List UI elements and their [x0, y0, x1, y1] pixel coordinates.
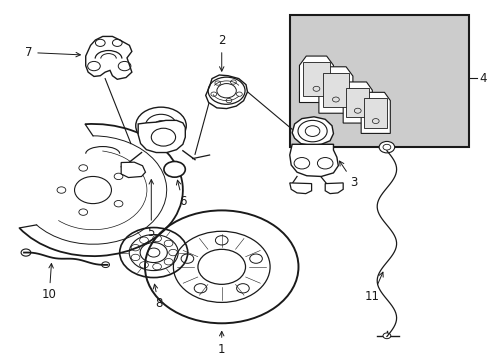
Polygon shape — [299, 56, 333, 103]
Polygon shape — [318, 67, 352, 113]
Circle shape — [378, 141, 394, 153]
Circle shape — [136, 107, 186, 144]
Polygon shape — [325, 183, 343, 194]
Circle shape — [163, 161, 185, 177]
Polygon shape — [289, 183, 311, 194]
Polygon shape — [121, 162, 145, 177]
Polygon shape — [361, 92, 389, 134]
Polygon shape — [364, 98, 386, 127]
Polygon shape — [289, 144, 338, 176]
Text: 5: 5 — [147, 180, 155, 239]
Text: 4: 4 — [478, 72, 486, 85]
Polygon shape — [138, 120, 185, 153]
Polygon shape — [291, 117, 333, 145]
Polygon shape — [303, 62, 329, 96]
Polygon shape — [346, 88, 368, 117]
Text: 9: 9 — [0, 359, 1, 360]
Polygon shape — [85, 36, 132, 79]
Text: 2: 2 — [218, 34, 225, 71]
Text: 7: 7 — [25, 46, 80, 59]
Polygon shape — [343, 82, 371, 123]
Text: 1: 1 — [218, 332, 225, 356]
Circle shape — [21, 249, 31, 256]
FancyBboxPatch shape — [289, 15, 468, 147]
Circle shape — [102, 262, 109, 267]
Polygon shape — [322, 73, 348, 107]
Text: 3: 3 — [339, 161, 357, 189]
Text: 6: 6 — [176, 180, 186, 208]
Circle shape — [382, 333, 390, 339]
Text: 10: 10 — [42, 264, 57, 301]
Polygon shape — [205, 75, 247, 109]
Text: 11: 11 — [364, 272, 383, 303]
Text: 8: 8 — [153, 284, 162, 310]
